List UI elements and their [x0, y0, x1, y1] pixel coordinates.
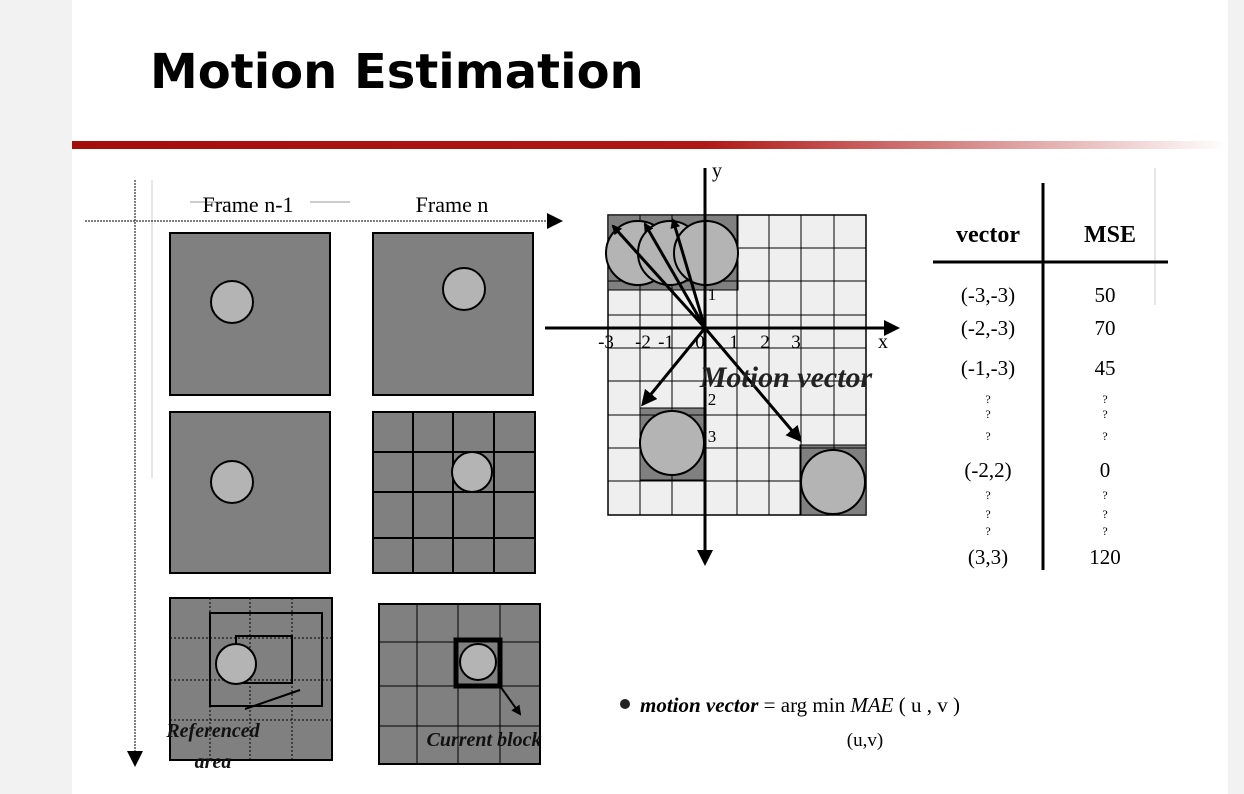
- frame-label: Frame n: [416, 192, 489, 217]
- vector: [611, 224, 707, 330]
- formula-function: MAE: [849, 693, 893, 717]
- formula-subscript: (u,v): [847, 730, 883, 751]
- frame-row-1: [169, 232, 534, 396]
- table-cell: ?: [1102, 407, 1107, 421]
- table-cell: 0: [1100, 458, 1111, 482]
- table-cell: ?: [985, 429, 990, 443]
- caption: Motion vector: [699, 361, 873, 394]
- formula-args: ( u , v ): [899, 693, 960, 717]
- y-tick-label: 3: [708, 427, 717, 446]
- formula: motion vector = arg min MAE ( u , v ) (u…: [620, 693, 960, 751]
- table-cell: ?: [985, 392, 990, 406]
- x-tick-label: -1: [658, 332, 674, 353]
- table-cell: ?: [1102, 507, 1107, 521]
- table-cell: ?: [1102, 524, 1107, 538]
- object: [459, 643, 497, 681]
- block-grid: [373, 412, 535, 573]
- object: [442, 267, 486, 311]
- x-tick-label: 0: [695, 332, 705, 353]
- table-header: MSE: [1084, 222, 1136, 248]
- table-cell: ?: [985, 407, 990, 421]
- frame-row-2: [169, 411, 536, 574]
- axis-label: y: [712, 160, 722, 182]
- table-cell: (-2,2): [964, 458, 1011, 482]
- vector: [641, 327, 707, 407]
- axis-label: x: [878, 331, 888, 353]
- vectors: [611, 218, 802, 443]
- table-cell: 50: [1095, 283, 1116, 307]
- table-cell: (-3,-3): [961, 283, 1015, 307]
- table-cell: ?: [1102, 429, 1107, 443]
- object: [451, 451, 493, 493]
- caption: area: [195, 751, 232, 773]
- frame-label: Frame n-1: [202, 192, 293, 217]
- mse-table: vector MSE (-3,-3) 50 (-2,-3) 70 (-1,-3) 45????…: [933, 168, 1168, 570]
- table-header: vector: [956, 222, 1020, 248]
- table-cell: 120: [1089, 545, 1121, 569]
- table-cell: ?: [985, 488, 990, 502]
- x-tick-label: 1: [729, 332, 739, 353]
- title-rule: [72, 141, 1228, 149]
- frame: [169, 597, 333, 761]
- pointer: [244, 689, 301, 710]
- x-tick-label: -3: [598, 332, 614, 353]
- object: [210, 280, 254, 324]
- caption: Referenced: [165, 720, 260, 742]
- formula-term: motion vector: [640, 693, 759, 717]
- x-tick-label: 2: [760, 332, 770, 353]
- x-tick-label: 3: [791, 332, 801, 353]
- frame: [372, 232, 534, 396]
- vector: [643, 222, 707, 329]
- table-cell: (-2,-3): [961, 316, 1015, 340]
- table-cell: 45: [1095, 356, 1116, 380]
- table-cell: ?: [985, 524, 990, 538]
- table-cell: (-1,-3): [961, 356, 1015, 380]
- caption: Current block: [426, 729, 541, 751]
- vector: [703, 327, 802, 443]
- object: [215, 643, 257, 685]
- table-cell: 70: [1095, 316, 1116, 340]
- current-block: [453, 637, 503, 689]
- pointer: [499, 685, 522, 716]
- object: [210, 460, 254, 504]
- bullet: [620, 699, 630, 709]
- y-tick-label: 1: [708, 285, 717, 304]
- table-cell: ?: [1102, 392, 1107, 406]
- table-cell: ?: [1102, 488, 1107, 502]
- object: [639, 410, 705, 476]
- table-cell: (3,3): [968, 545, 1008, 569]
- title: Motion Estimation: [150, 44, 644, 100]
- vector: [670, 218, 707, 329]
- frames-diagram: Frame n-1 Frame n Ref: [85, 180, 563, 773]
- object: [800, 449, 866, 515]
- y-tick-label: 2: [708, 390, 717, 409]
- x-tick-label: -2: [635, 332, 651, 353]
- table-cell: ?: [985, 507, 990, 521]
- formula-operator: = arg min: [764, 693, 846, 717]
- search-area: [209, 612, 323, 707]
- frame-row-3: [169, 597, 541, 765]
- formula-line: motion vector = arg min MAE ( u , v ): [640, 693, 960, 717]
